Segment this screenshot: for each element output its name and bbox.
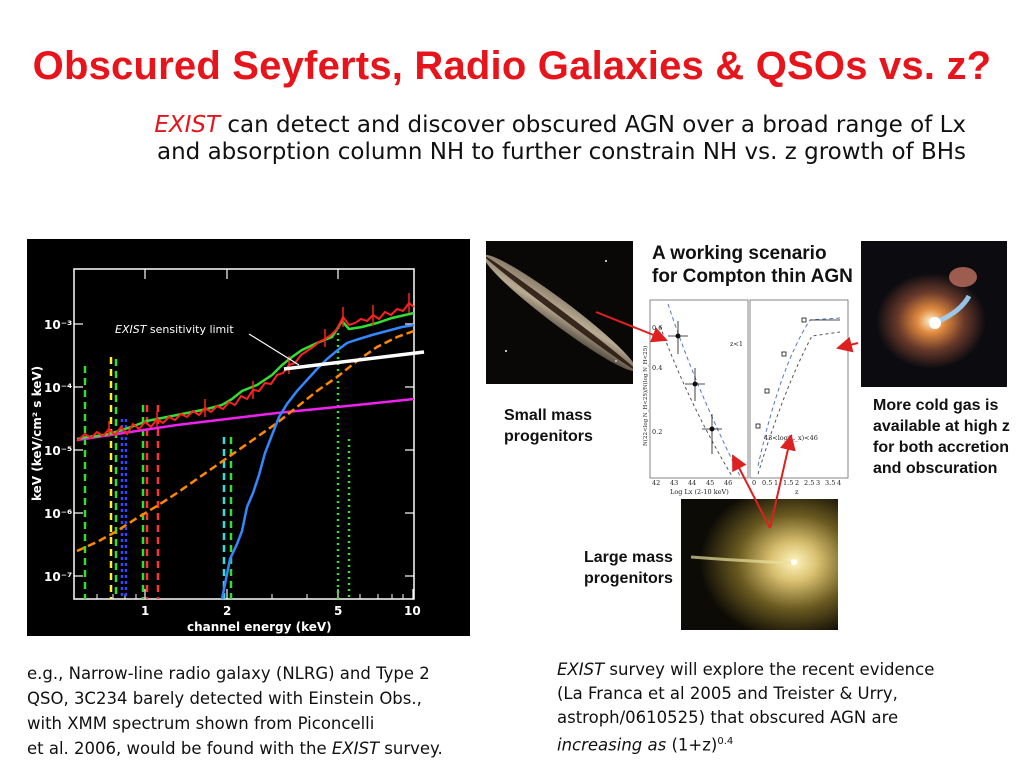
nh-left-xtick: 46	[724, 479, 732, 487]
xtick-label: 10	[404, 604, 421, 618]
nh-right-xtick: 1.5	[783, 479, 793, 487]
caption-right-line3: astroph/0610525) that obscured AGN are	[557, 708, 899, 727]
ytick-label: 10⁻⁷	[44, 570, 72, 584]
ytick-label: 10⁻³	[44, 318, 72, 332]
large-mass-label: Large mass progenitors	[584, 547, 673, 589]
nh-right-xtick: 3.5	[825, 479, 835, 487]
small-mass-label: Small mass progenitors	[504, 405, 593, 447]
xtick-label: 5	[334, 604, 342, 618]
arrow-small-mass	[595, 311, 668, 343]
ytick-label: 10⁻⁶	[44, 507, 72, 521]
data-points	[76, 301, 415, 442]
nh-right-xtick: 3	[816, 479, 820, 487]
nh-left-xlabel: Log Lx (2-10 keV)	[670, 488, 729, 496]
total-model	[76, 311, 415, 441]
annotation-leader	[248, 333, 300, 366]
spectrum-plot: 10⁻³ 10⁻⁴ 10⁻⁵ 10⁻⁶ 10⁻⁷ 1 2 5 10 channe…	[30, 268, 425, 634]
soft-powerlaw-model	[76, 397, 415, 442]
small-mass-line2: progenitors	[504, 428, 593, 445]
exist-sensitivity-line	[283, 350, 425, 371]
elliptical-galaxy-image	[681, 499, 838, 630]
cold-gas-label: More cold gas is available at high z for…	[873, 397, 1010, 477]
slide-subtitle: EXIST can detect and discover obscured A…	[86, 112, 966, 166]
nh-right-xtick: 2.5	[804, 479, 814, 487]
nh-left-xtick: 44	[688, 479, 696, 487]
large-mass-line2: progenitors	[584, 570, 673, 587]
x-axis-label: channel energy (keV)	[187, 620, 332, 634]
nh-right-xtick: 1	[774, 479, 778, 487]
edge-on-galaxy-image	[486, 241, 633, 384]
xtick-label: 1	[141, 604, 149, 618]
caption-left-line4: et al. 2006, would be found with the EXI…	[27, 739, 443, 758]
arrow-cold-gas	[836, 336, 859, 353]
slide-title: Obscured Seyferts, Radio Galaxies & QSOs…	[32, 44, 992, 88]
scenario-title: A working scenario for Compton thin AGN	[652, 242, 853, 288]
arrow-large-mass-right	[769, 434, 796, 529]
caption-left-line2: QSO, 3C234 barely detected with Einstein…	[27, 689, 422, 708]
nh-right-xlabel: z	[795, 488, 799, 496]
caption-right-line4: increasing as (1+z)0.4	[557, 735, 734, 755]
subtitle-line2: and absorption column NH to further cons…	[157, 139, 966, 165]
caption-left-line1: e.g., Narrow-line radio galaxy (NLRG) an…	[27, 664, 430, 683]
nh-ylabel: N(22<log N_H<25)/N(log N_H<25)	[642, 346, 649, 446]
scenario-title-line2: for Compton thin AGN	[652, 266, 853, 287]
line-components	[83, 327, 351, 599]
nh-right-xtick: 0	[752, 479, 756, 487]
nh-z-label: z<1	[730, 340, 743, 348]
nh-right-xtick: 2	[795, 479, 799, 487]
merger-galaxy-image	[861, 241, 1007, 387]
x-minor-ticks	[96, 594, 404, 599]
small-mass-line1: Small mass	[504, 407, 593, 424]
ytick-label: 10⁻⁵	[44, 444, 72, 458]
plot-frame	[73, 268, 415, 600]
nh-left-xtick: 43	[670, 479, 678, 487]
sensitivity-annotation: EXIST sensitivity limit	[115, 323, 234, 336]
absorbed-powerlaw-model	[220, 323, 415, 600]
caption-right: EXIST survey will explore the recent evi…	[557, 658, 1007, 758]
caption-left-line3: with XMM spectrum shown from Piconcelli	[27, 714, 375, 733]
scenario-title-line1: A working scenario	[652, 243, 827, 264]
y-axis-label: keV (keV/cm² s keV)	[30, 366, 44, 501]
subtitle-exist: EXIST	[154, 112, 221, 138]
xray-spectrum-figure: 10⁻³ 10⁻⁴ 10⁻⁵ 10⁻⁶ 10⁻⁷ 1 2 5 10 channe…	[27, 239, 470, 636]
caption-left: e.g., Narrow-line radio galaxy (NLRG) an…	[27, 661, 502, 761]
caption-right-line2: (La Franca et al 2005 and Treister & Urr…	[557, 684, 898, 703]
nh-left-xtick: 45	[706, 479, 714, 487]
subtitle-line1: can detect and discover obscured AGN ove…	[220, 112, 966, 138]
caption-right-line1: EXIST survey will explore the recent evi…	[557, 660, 935, 679]
nh-right-xtick: 0.5	[762, 479, 772, 487]
nh-ytick: 0.2	[652, 428, 662, 436]
nh-left-xtick: 42	[652, 479, 660, 487]
nh-ytick: 0.4	[652, 364, 662, 372]
nh-right-xtick: 4	[837, 479, 841, 487]
xtick-label: 2	[223, 604, 231, 618]
arrow-large-mass-left	[732, 454, 771, 529]
large-mass-line1: Large mass	[584, 549, 673, 566]
ytick-label: 10⁻⁴	[44, 381, 72, 395]
